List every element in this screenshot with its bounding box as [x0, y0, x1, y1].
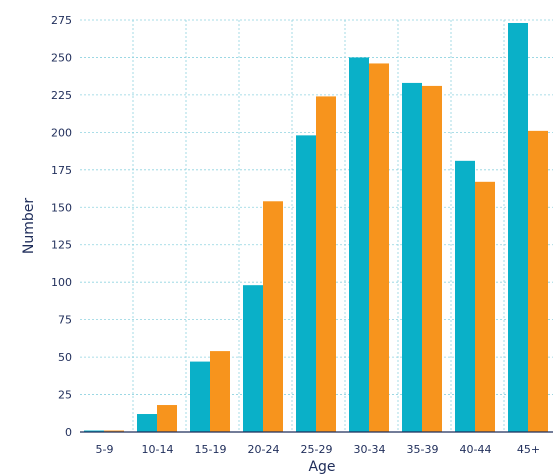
y-tick-label: 175	[51, 164, 72, 177]
y-tick-label: 0	[65, 426, 72, 439]
bar-series-2-25-29	[316, 96, 336, 432]
bar-series-2-35-39	[422, 85, 442, 433]
bar-series-2-10-14	[157, 405, 177, 432]
y-tick-label: 75	[58, 314, 72, 327]
y-axis-label: Number	[21, 198, 37, 254]
y-tick-label: 50	[58, 351, 72, 364]
bar-series-1-35-39	[402, 82, 422, 432]
y-tick-label: 100	[51, 276, 72, 289]
bar-series-1-15-19	[190, 361, 210, 432]
x-tick-label: 45+	[517, 443, 540, 456]
x-tick-label: 15-19	[195, 443, 227, 456]
bars	[84, 22, 548, 433]
y-tick-label: 275	[51, 14, 72, 27]
x-tick-label: 40-44	[460, 443, 492, 456]
x-axis-ticks: 5-9 10-14 15-19 20-24 25-29 30-34 35-39 40-44 45…	[96, 443, 541, 456]
bar-series-1-5-9	[84, 430, 104, 432]
y-tick-label: 25	[58, 389, 72, 402]
bar-series-2-40-44	[475, 181, 495, 432]
x-tick-label: 35-39	[407, 443, 439, 456]
bar-series-1-40-44	[455, 160, 475, 432]
bar-series-1-45+	[508, 22, 528, 432]
y-tick-label: 200	[51, 126, 72, 139]
x-tick-label: 20-24	[248, 443, 280, 456]
bar-series-1-20-24	[243, 285, 263, 432]
x-tick-label: 30-34	[354, 443, 386, 456]
bar-series-1-30-34	[349, 57, 369, 433]
y-axis-ticks: 0 25 50 75 100 125 150 175 200 225 250 275	[51, 14, 72, 439]
y-tick-label: 150	[51, 201, 72, 214]
bar-series-2-20-24	[263, 201, 283, 432]
bar-series-1-10-14	[137, 414, 157, 432]
y-tick-label: 225	[51, 89, 72, 102]
bar-series-2-45+	[528, 130, 548, 432]
y-tick-label: 125	[51, 239, 72, 252]
x-tick-label: 5-9	[96, 443, 114, 456]
bar-series-1-25-29	[296, 135, 316, 433]
x-axis-label: Age	[308, 459, 335, 475]
bar-series-2-15-19	[210, 351, 230, 432]
y-tick-label: 250	[51, 51, 72, 64]
bar-series-2-5-9	[104, 430, 124, 432]
x-tick-label: 10-14	[142, 443, 174, 456]
x-tick-label: 25-29	[301, 443, 333, 456]
bar-series-2-30-34	[369, 63, 389, 433]
